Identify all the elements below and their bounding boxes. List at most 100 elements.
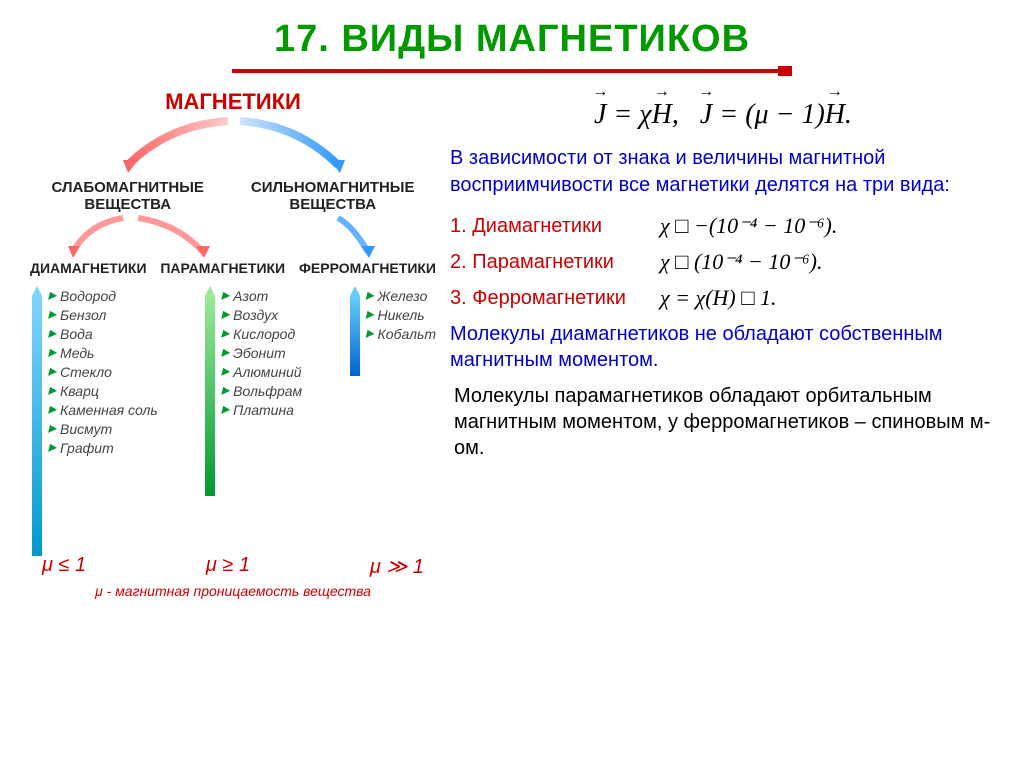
list-item: ▸Азот	[221, 288, 302, 304]
items-ferro: ▸Железо▸Никель▸Кобальт	[366, 286, 437, 546]
mu-row: μ ≤ 1 μ ≥ 1 μ ≫ 1	[28, 554, 438, 579]
explanation: В зависимости от знака и величины магнит…	[450, 145, 996, 199]
list-item: ▸Эбонит	[221, 345, 302, 361]
bullet-icon: ▸	[48, 288, 56, 304]
content-row: МАГНЕТИКИ СЛАБОМАГНИТНЫЕ ВЕЩЕСТВА	[28, 83, 996, 599]
list-item: ▸Каменная соль	[48, 402, 158, 418]
bar-para-wrap	[205, 286, 215, 546]
item-text: Кислород	[233, 326, 295, 342]
bar-dia-tip	[32, 286, 42, 296]
item-text: Медь	[60, 345, 94, 361]
mu-para: μ ≥ 1	[206, 554, 250, 579]
bullet-icon: ▸	[48, 326, 56, 342]
category-row: СЛАБОМАГНИТНЫЕ ВЕЩЕСТВА СИЛЬНОМАГНИТНЫЕ …	[28, 179, 438, 214]
category-strong: СИЛЬНОМАГНИТНЫЕ ВЕЩЕСТВА	[251, 179, 415, 214]
item-text: Стекло	[60, 364, 112, 380]
list-item-2: 2. Парамагнетики χ □ (10⁻⁴ − 10⁻⁶).	[450, 249, 996, 275]
item-text: Вольфрам	[233, 383, 302, 399]
item-text: Бензол	[60, 307, 106, 323]
category-weak: СЛАБОМАГНИТНЫЕ ВЕЩЕСТВА	[52, 179, 204, 214]
list-item: ▸Висмут	[48, 421, 158, 437]
title-underline	[232, 69, 792, 73]
bullet-icon: ▸	[48, 307, 56, 323]
cat-strong-l2: ВЕЩЕСТВА	[251, 196, 415, 213]
barcol-ferro: ▸Железо▸Никель▸Кобальт	[350, 286, 437, 546]
diagram-panel: МАГНЕТИКИ СЛАБОМАГНИТНЫЕ ВЕЩЕСТВА	[28, 83, 438, 599]
branch-mid	[28, 214, 438, 260]
subtype-dia: ДИАМАГНЕТИКИ	[30, 260, 147, 276]
li-label-1: 1. Диамагнетики	[450, 215, 650, 238]
item-text: Графит	[60, 440, 114, 456]
items-dia: ▸Водород▸Бензол▸Вода▸Медь▸Стекло▸Кварц▸К…	[48, 286, 158, 546]
formula-main: J = χH, J = (μ − 1)H.	[450, 99, 996, 131]
bar-para	[205, 296, 215, 496]
arrow-top-svg	[28, 115, 438, 175]
slide-title: 17. ВИДЫ МАГНЕТИКОВ	[274, 18, 750, 61]
item-text: Воздух	[233, 307, 278, 323]
items-para: ▸Азот▸Воздух▸Кислород▸Эбонит▸Алюминий▸Во…	[221, 286, 302, 546]
list-item: ▸Бензол	[48, 307, 158, 323]
list-item-3: 3. Ферромагнетики χ = χ(H) □ 1.	[450, 285, 996, 311]
mu-legend: μ - магнитная проницаемость вещества	[28, 583, 438, 599]
item-text: Висмут	[60, 421, 112, 437]
slide: 17. ВИДЫ МАГНЕТИКОВ МАГНЕТИКИ	[0, 0, 1024, 767]
list-item: ▸Вода	[48, 326, 158, 342]
list-item: ▸Железо	[366, 288, 437, 304]
li-label-2: 2. Парамагнетики	[450, 251, 650, 274]
cat-weak-l1: СЛАБОМАГНИТНЫЕ	[52, 179, 204, 196]
list-item: ▸Вольфрам	[221, 383, 302, 399]
bullet-icon: ▸	[48, 402, 56, 418]
mu-ferro: μ ≫ 1	[370, 554, 424, 579]
li-formula-2: χ □ (10⁻⁴ − 10⁻⁶).	[660, 249, 823, 275]
note-para-ferro: Молекулы парамагнетиков обладают орбитал…	[450, 383, 996, 461]
list-item: ▸Водород	[48, 288, 158, 304]
bullet-icon: ▸	[48, 364, 56, 380]
item-text: Водород	[60, 288, 116, 304]
bar-para-tip	[205, 286, 215, 296]
subtype-row: ДИАМАГНЕТИКИ ПАРАМАГНЕТИКИ ФЕРРОМАГНЕТИК…	[28, 260, 438, 276]
bullet-icon: ▸	[221, 402, 229, 418]
item-text: Никель	[378, 307, 425, 323]
list-item: ▸Кобальт	[366, 326, 437, 342]
list-item: ▸Кварц	[48, 383, 158, 399]
list-item: ▸Алюминий	[221, 364, 302, 380]
title-block: 17. ВИДЫ МАГНЕТИКОВ	[28, 18, 996, 73]
item-text: Алюминий	[233, 364, 301, 380]
subtype-para: ПАРАМАГНЕТИКИ	[160, 260, 285, 276]
list-item-1: 1. Диамагнетики χ □ −(10⁻⁴ − 10⁻⁶).	[450, 213, 996, 239]
bar-ferro-tip	[350, 286, 360, 296]
subtype-ferro: ФЕРРОМАГНЕТИКИ	[299, 260, 436, 276]
bullet-icon: ▸	[221, 288, 229, 304]
bullet-icon: ▸	[48, 345, 56, 361]
barcol-para: ▸Азот▸Воздух▸Кислород▸Эбонит▸Алюминий▸Во…	[205, 286, 302, 546]
bar-ferro-wrap	[350, 286, 360, 546]
bullet-icon: ▸	[48, 440, 56, 456]
bullet-icon: ▸	[221, 383, 229, 399]
item-text: Железо	[378, 288, 428, 304]
barcol-dia: ▸Водород▸Бензол▸Вода▸Медь▸Стекло▸Кварц▸К…	[32, 286, 158, 546]
bullet-icon: ▸	[221, 345, 229, 361]
item-text: Азот	[233, 288, 268, 304]
list-item: ▸Никель	[366, 307, 437, 323]
li-formula-1: χ □ −(10⁻⁴ − 10⁻⁶).	[660, 213, 837, 239]
list-item: ▸Воздух	[221, 307, 302, 323]
bullet-icon: ▸	[366, 288, 374, 304]
cat-strong-l1: СИЛЬНОМАГНИТНЫЕ	[251, 179, 415, 196]
text-panel: J = χH, J = (μ − 1)H. В зависимости от з…	[450, 83, 996, 599]
bullet-icon: ▸	[48, 421, 56, 437]
type-list: 1. Диамагнетики χ □ −(10⁻⁴ − 10⁻⁶). 2. П…	[450, 213, 996, 311]
item-text: Эбонит	[233, 345, 286, 361]
li-label-3: 3. Ферромагнетики	[450, 287, 650, 310]
item-text: Кварц	[60, 383, 99, 399]
bullet-icon: ▸	[48, 383, 56, 399]
bar-ferro	[350, 296, 360, 376]
branch-top	[28, 115, 438, 175]
bullet-icon: ▸	[366, 326, 374, 342]
bullet-icon: ▸	[366, 307, 374, 323]
bullet-icon: ▸	[221, 364, 229, 380]
item-text: Каменная соль	[60, 402, 158, 418]
diagram-root: МАГНЕТИКИ	[28, 89, 438, 115]
cat-weak-l2: ВЕЩЕСТВА	[52, 196, 204, 213]
arrow-mid-svg	[28, 214, 438, 260]
item-text: Вода	[60, 326, 93, 342]
